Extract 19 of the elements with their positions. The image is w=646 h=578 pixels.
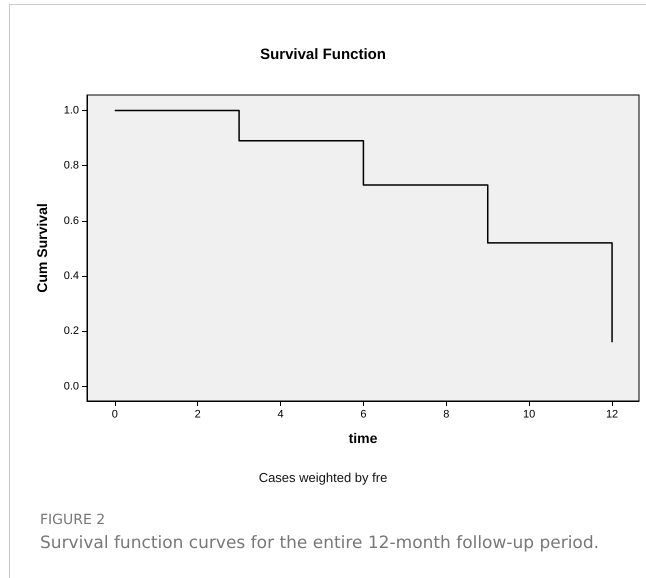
x-tick-label: 8 (443, 408, 450, 420)
x-tick-label: 4 (277, 408, 284, 420)
x-axis-title: time (348, 430, 378, 446)
y-tick-label: 1.0 (64, 104, 79, 116)
chart-title: Survival Function (260, 46, 386, 63)
y-tick-label: 0.2 (64, 325, 79, 338)
y-tick-label: 0.6 (64, 214, 79, 227)
x-tick-label: 2 (194, 408, 201, 420)
x-tick-label: 0 (112, 408, 118, 420)
x-tick-label: 6 (360, 408, 366, 420)
caption: FIGURE 2 (40, 512, 106, 528)
y-tick-label: 0.8 (64, 160, 79, 172)
x-tick-label: 10 (523, 408, 536, 420)
text: Survival function curves for the entire 12-month follow-up period. (40, 533, 600, 553)
text: Cases weighted by fre (258, 470, 388, 485)
y-tick-label: 0.0 (64, 380, 79, 392)
y-tick-label: 0.4 (64, 270, 79, 282)
y-axis-title: Cum Survival (34, 203, 50, 293)
x-tick-label: 12 (606, 408, 618, 420)
